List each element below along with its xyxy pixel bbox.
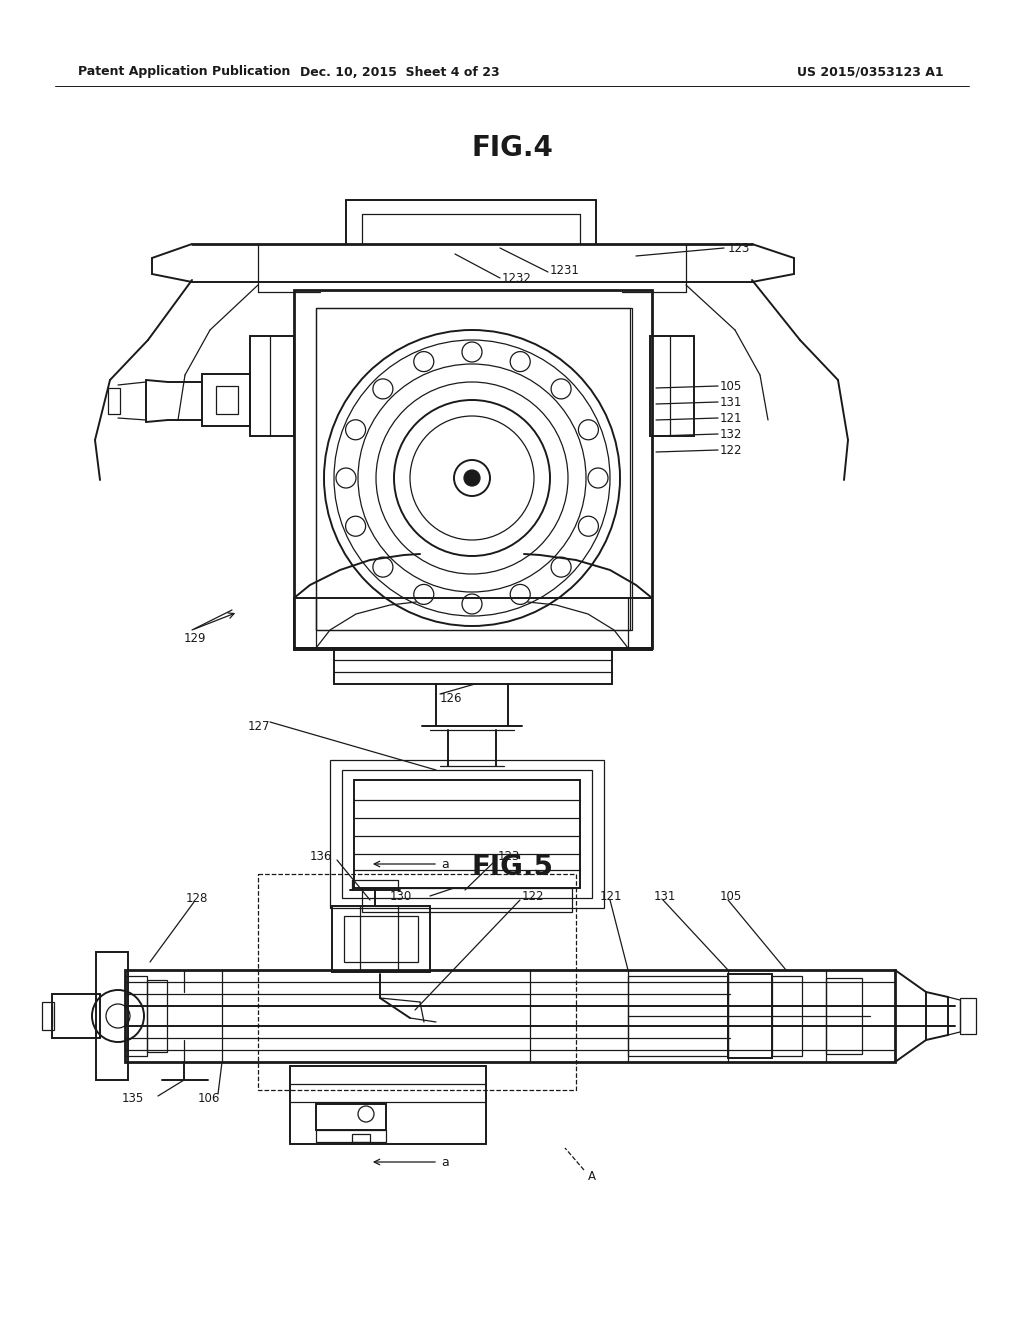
Text: 1232: 1232 [502,272,531,285]
Text: 127: 127 [248,719,270,733]
Text: A: A [588,1170,596,1183]
Bar [294,598,652,649]
Bar [728,974,772,1059]
Text: 122: 122 [522,890,545,903]
Bar [250,337,294,436]
Text: Patent Application Publication: Patent Application Publication [78,66,291,78]
Text: a: a [441,858,449,870]
Bar [52,994,100,1038]
Text: a: a [441,1155,449,1168]
Bar [334,648,612,684]
Text: 121: 121 [600,890,623,903]
Bar [294,290,652,648]
Text: 121: 121 [720,412,742,425]
Text: Dec. 10, 2015  Sheet 4 of 23: Dec. 10, 2015 Sheet 4 of 23 [300,66,500,78]
Text: FIG.4: FIG.4 [471,135,553,162]
Bar [332,906,430,972]
Text: 131: 131 [654,890,677,903]
Bar [216,385,238,414]
Text: 1231: 1231 [550,264,580,276]
Bar [330,760,604,908]
Bar [628,975,728,1056]
Text: FIG.5: FIG.5 [471,853,553,880]
Text: 106: 106 [198,1092,220,1105]
Text: 129: 129 [184,631,207,644]
Bar [316,1104,386,1130]
Text: 136: 136 [310,850,333,862]
Text: 123: 123 [728,242,751,255]
Text: 131: 131 [720,396,742,408]
Bar [344,916,418,962]
Bar [362,888,572,912]
Bar [826,978,862,1053]
Bar [290,1067,486,1144]
Text: 123: 123 [498,850,520,862]
Bar [342,770,592,898]
Bar [147,979,167,1052]
Text: 105: 105 [720,890,742,903]
Bar [202,374,250,426]
Text: 128: 128 [186,891,208,904]
Text: US 2015/0353123 A1: US 2015/0353123 A1 [797,66,943,78]
Bar [258,874,575,1090]
Text: 132: 132 [720,428,742,441]
Text: 122: 122 [720,444,742,457]
Text: 130: 130 [390,890,413,903]
Bar [352,1134,370,1142]
Bar [961,998,976,1034]
Bar [96,952,128,1080]
Bar [316,308,632,630]
Bar [772,975,802,1056]
Bar [125,975,147,1056]
Bar [650,337,694,436]
Bar [42,1002,54,1030]
Text: 135: 135 [122,1092,144,1105]
Bar [125,970,895,1063]
Circle shape [464,470,480,486]
Bar [354,780,580,888]
Text: 105: 105 [720,380,742,392]
Text: 126: 126 [440,692,463,705]
Bar [108,388,120,414]
Bar [316,1130,386,1142]
Bar [316,308,630,630]
